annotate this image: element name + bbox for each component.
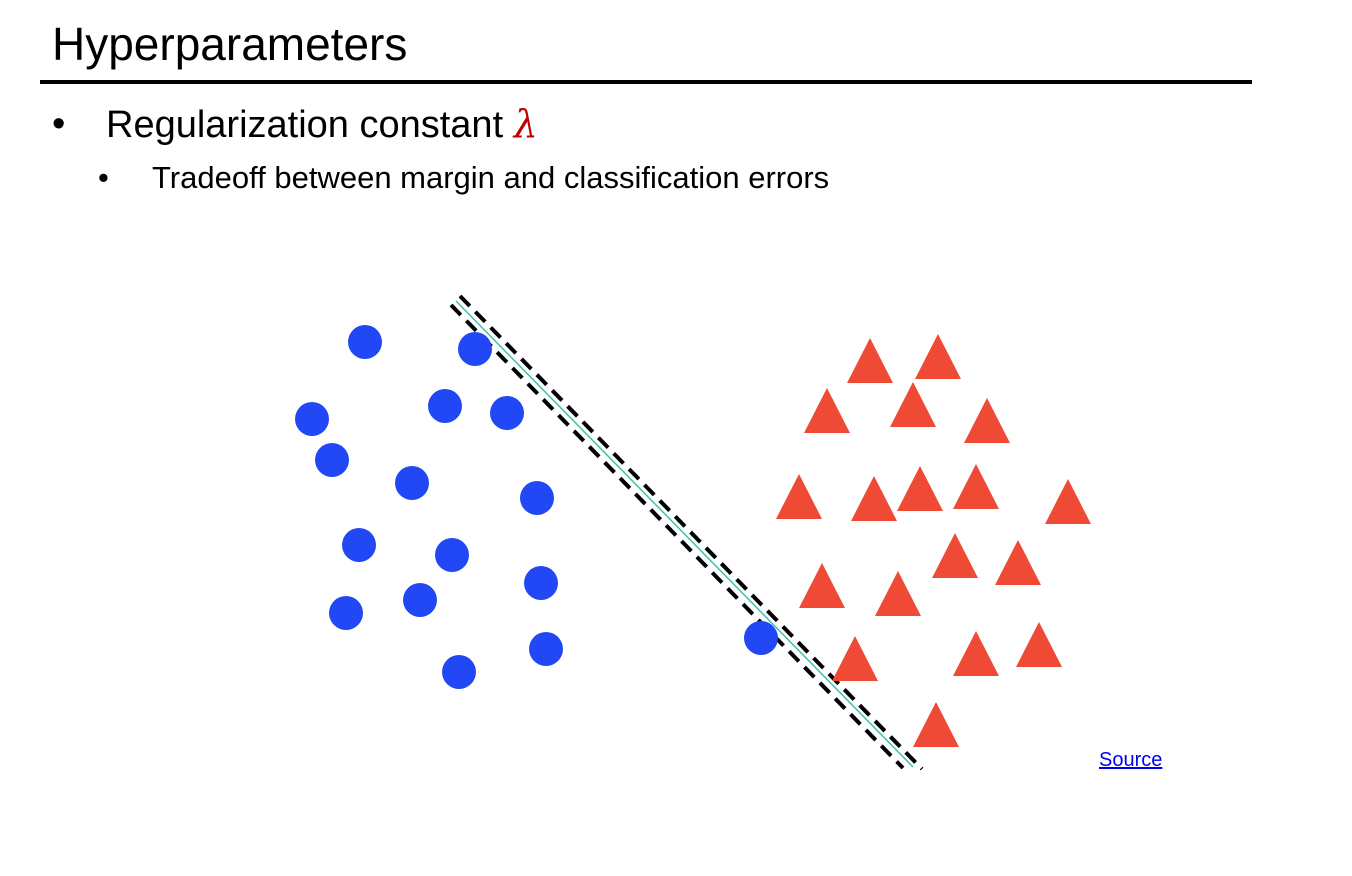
class-b-point [932, 533, 978, 578]
class-b-point [890, 382, 936, 427]
class-a-points [295, 325, 778, 689]
class-b-point [915, 334, 961, 379]
class-b-point [804, 388, 850, 433]
margin-line-upper [458, 294, 924, 771]
class-b-point [897, 466, 943, 511]
class-b-point [851, 476, 897, 521]
class-a-point [529, 632, 563, 666]
class-b-point [1016, 622, 1062, 667]
class-b-point [799, 563, 845, 608]
class-a-point [435, 538, 469, 572]
class-a-point [520, 481, 554, 515]
margin-lines [449, 294, 924, 771]
bullet-label: Regularization constant [106, 104, 514, 146]
class-a-point [442, 655, 476, 689]
class-b-point [875, 571, 921, 616]
class-a-point [744, 621, 778, 655]
class-a-point [295, 402, 329, 436]
class-a-point [329, 596, 363, 630]
bullet-dot: • [52, 103, 66, 145]
title-underline [40, 80, 1252, 84]
bullet-dot: • [98, 160, 109, 195]
decision-boundary-line [455, 300, 914, 768]
class-a-point [458, 332, 492, 366]
class-a-point [490, 396, 524, 430]
source-link[interactable]: Source [1099, 749, 1163, 771]
slide-title: Hyperparameters [52, 18, 408, 70]
class-b-point [995, 540, 1041, 585]
class-b-points [776, 334, 1091, 747]
class-a-point [524, 566, 558, 600]
class-a-point [342, 528, 376, 562]
lambda-symbol: λ [513, 102, 538, 146]
class-b-point [1045, 479, 1091, 524]
class-a-point [395, 466, 429, 500]
margin-line-lower [449, 303, 905, 770]
bullet-text: Tradeoff between margin and classificati… [152, 160, 830, 195]
class-b-point [832, 636, 878, 681]
class-a-point [428, 389, 462, 423]
class-b-point [776, 474, 822, 519]
class-b-point [953, 631, 999, 676]
class-b-point [964, 398, 1010, 443]
class-b-point [953, 464, 999, 509]
class-a-point [348, 325, 382, 359]
class-a-point [315, 443, 349, 477]
class-b-point [847, 338, 893, 383]
class-b-point [913, 702, 959, 747]
class-a-point [403, 583, 437, 617]
bullet-text: Regularization constant λ [106, 100, 538, 149]
